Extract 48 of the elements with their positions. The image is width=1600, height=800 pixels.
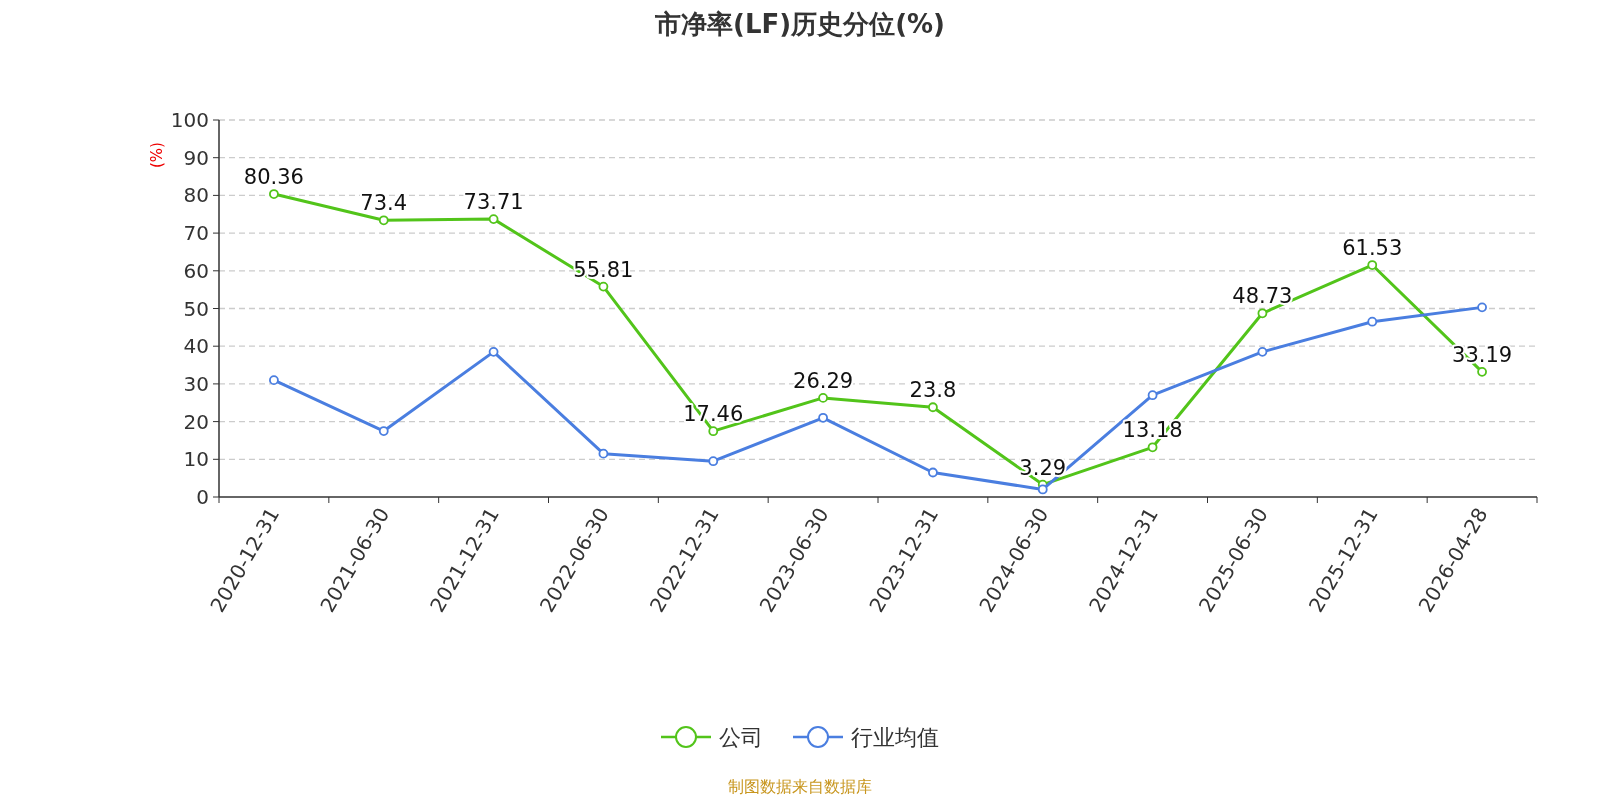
point	[928, 467, 938, 478]
chart-title: 市净率(LF)历史分位(%)	[654, 9, 945, 39]
point	[1477, 302, 1487, 313]
point	[1037, 484, 1048, 495]
y-tick-label: 10	[183, 447, 209, 472]
y-tick-label: 80	[183, 183, 209, 208]
point	[378, 426, 389, 436]
point	[1257, 346, 1268, 357]
legend-label: 公司	[719, 725, 763, 750]
data-label: 3.29	[1019, 455, 1067, 480]
point	[378, 215, 389, 226]
point	[708, 456, 719, 467]
point	[488, 346, 499, 357]
point	[598, 281, 609, 292]
y-tick-label: 50	[183, 296, 209, 321]
y-tick-label: 90	[183, 145, 209, 170]
point	[488, 214, 499, 225]
point	[1147, 390, 1158, 401]
point	[818, 392, 828, 403]
point	[928, 402, 938, 413]
text: 制图数据来自数据库	[728, 777, 872, 796]
point	[708, 426, 719, 437]
point	[269, 375, 279, 386]
y-tick-label: 30	[183, 371, 209, 396]
point	[1147, 442, 1158, 453]
data-label: 55.81	[573, 257, 634, 282]
y-tick-label: 100	[170, 108, 209, 132]
point	[269, 189, 279, 199]
data-label: 80.36	[243, 165, 304, 190]
data-label: 73.71	[463, 190, 524, 215]
point	[818, 412, 828, 423]
y-tick-label: 60	[183, 258, 209, 283]
data-label: 73.4	[360, 191, 408, 216]
point	[1477, 366, 1487, 377]
data-label: 48.73	[1232, 284, 1293, 309]
y-tick-label: 20	[183, 409, 209, 434]
point	[1367, 316, 1378, 327]
data-label: 23.8	[909, 378, 957, 403]
legend-label: 行业均值	[851, 725, 939, 750]
point	[598, 448, 609, 459]
data-label: 61.53	[1342, 236, 1403, 261]
y-tick-label: 70	[183, 221, 209, 246]
point	[1257, 308, 1268, 319]
y-tick-label: 40	[183, 334, 209, 359]
data-label: 26.29	[793, 368, 854, 393]
y-tick-label: 0	[196, 485, 209, 509]
point	[1367, 260, 1378, 270]
y-axis-title: (%)	[148, 142, 166, 168]
